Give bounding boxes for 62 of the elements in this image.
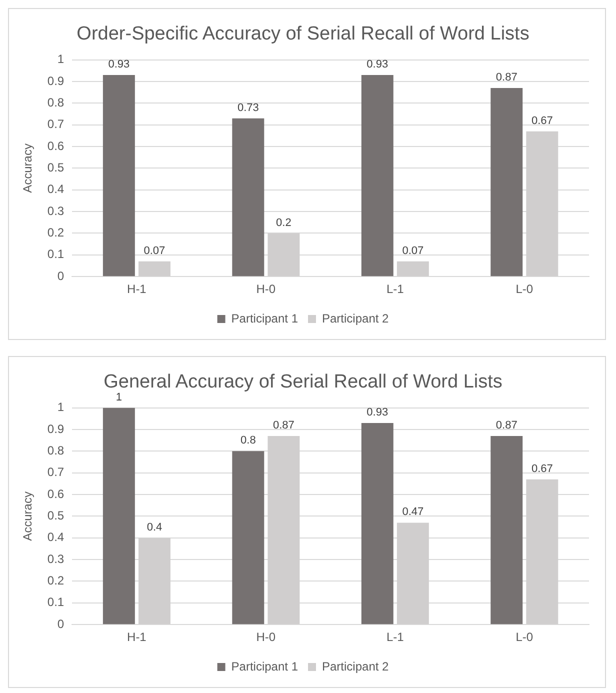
bar: [490, 436, 523, 624]
y-tick-label: 0.8: [47, 95, 64, 110]
data-label: 0.4: [146, 521, 162, 534]
x-tick-label: L-0: [516, 282, 534, 296]
data-label: 0.93: [366, 406, 388, 419]
bar: [102, 408, 135, 624]
data-label: 0.67: [531, 114, 553, 127]
y-tick-label: 0.8: [47, 443, 64, 458]
y-tick-label: 0.2: [47, 574, 64, 588]
legend-label: Participant 1: [231, 311, 298, 326]
chart-title: General Accuracy of Serial Recall of Word Lists: [104, 372, 502, 393]
data-label: 0.93: [366, 58, 388, 71]
x-tick-label: L-1: [386, 630, 404, 644]
bar: [232, 118, 264, 276]
y-tick-label: 0: [57, 616, 64, 631]
bar: [361, 74, 394, 276]
y-tick-label: 0.6: [47, 486, 64, 501]
data-label: 0.87: [496, 420, 518, 432]
y-tick-label: 0.7: [47, 465, 64, 480]
x-tick-label: L-0: [516, 630, 534, 644]
y-tick-label: 0.5: [47, 508, 64, 523]
chart-title: Order-Specific Accuracy of Serial Recall of Word Lists: [76, 24, 530, 45]
y-tick-label: 0.2: [47, 226, 64, 240]
y-axis-title: Accuracy: [20, 144, 35, 193]
y-tick-label: 1: [57, 400, 64, 414]
y-tick-label: 0.3: [47, 204, 64, 218]
y-tick-label: 0.4: [47, 530, 64, 544]
y-tick-label: 0.4: [47, 182, 64, 196]
data-label: 0.07: [144, 244, 166, 257]
y-tick-label: 0.6: [47, 138, 64, 153]
data-label: 1: [116, 391, 122, 404]
x-tick-label: H-1: [127, 630, 147, 644]
bar: [361, 422, 394, 624]
y-tick-label: 0.9: [47, 74, 64, 88]
y-axis-title: Accuracy: [20, 492, 35, 541]
y-tick-label: 0.1: [47, 595, 64, 610]
legend-label: Participant 2: [322, 311, 390, 326]
y-tick-label: 0.3: [47, 552, 64, 566]
legend-label: Participant 2: [322, 659, 390, 674]
x-tick-label: H-0: [256, 630, 276, 644]
legend-label: Participant 1: [231, 659, 298, 674]
y-tick-label: 0: [57, 268, 64, 283]
y-tick-label: 0.7: [47, 117, 64, 132]
data-label: 0.2: [276, 216, 292, 229]
x-tick-label: H-1: [127, 282, 147, 296]
data-label: 0.47: [402, 506, 424, 518]
y-tick-label: 0.9: [47, 422, 64, 436]
data-label: 0.93: [108, 58, 130, 71]
y-tick-label: 0.5: [47, 160, 64, 175]
data-label: 0.07: [402, 244, 424, 257]
x-tick-label: H-0: [256, 282, 276, 296]
data-label: 0.8: [240, 434, 256, 447]
data-label: 0.87: [496, 72, 518, 84]
bar: [232, 451, 264, 624]
data-label: 0.87: [272, 420, 294, 432]
data-label: 0.73: [237, 102, 259, 114]
data-label: 0.67: [531, 462, 553, 475]
bar: [102, 74, 135, 276]
bar: [490, 88, 523, 276]
y-tick-label: 1: [57, 52, 64, 66]
x-tick-label: L-1: [386, 282, 404, 296]
y-tick-label: 0.1: [47, 247, 64, 262]
